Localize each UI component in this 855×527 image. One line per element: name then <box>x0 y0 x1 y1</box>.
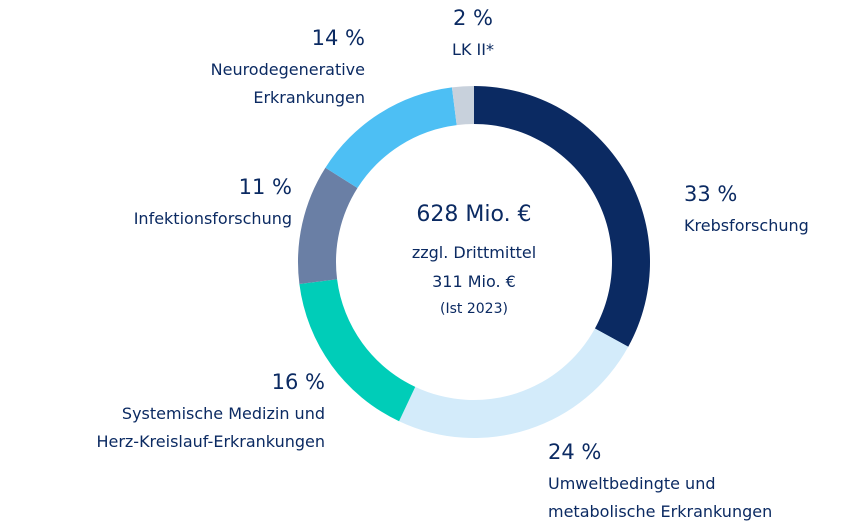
category-label: Infektionsforschung <box>133 209 292 228</box>
value-label: 11 % <box>238 175 292 199</box>
center-text: (Ist 2023) <box>440 301 508 317</box>
center-text: 311 Mio. € <box>432 272 516 291</box>
donut-segment <box>474 86 651 347</box>
category-label: Neurodegenerative Erkrankungen <box>210 60 365 107</box>
category-label: Systemische Medizin und Herz-Kreislauf-E… <box>96 404 325 451</box>
value-label: 33 % <box>684 182 738 206</box>
value-label: 24 % <box>548 440 602 464</box>
category-label: Umweltbedingte und metabolische Erkranku… <box>548 474 773 521</box>
center-text: 628 Mio. € <box>416 202 532 227</box>
donut-segment <box>325 87 457 189</box>
value-label: 14 % <box>311 26 365 50</box>
category-label: Krebsforschung <box>684 216 809 235</box>
value-label: 2 % <box>453 6 493 30</box>
value-label: 16 % <box>271 370 325 394</box>
donut-segment <box>451 86 474 126</box>
donut-segment <box>298 167 358 285</box>
donut-segment <box>299 279 416 422</box>
category-label: LK II* <box>452 40 494 59</box>
donut-segment <box>399 328 629 439</box>
center-text: zzgl. Drittmittel <box>411 243 537 262</box>
